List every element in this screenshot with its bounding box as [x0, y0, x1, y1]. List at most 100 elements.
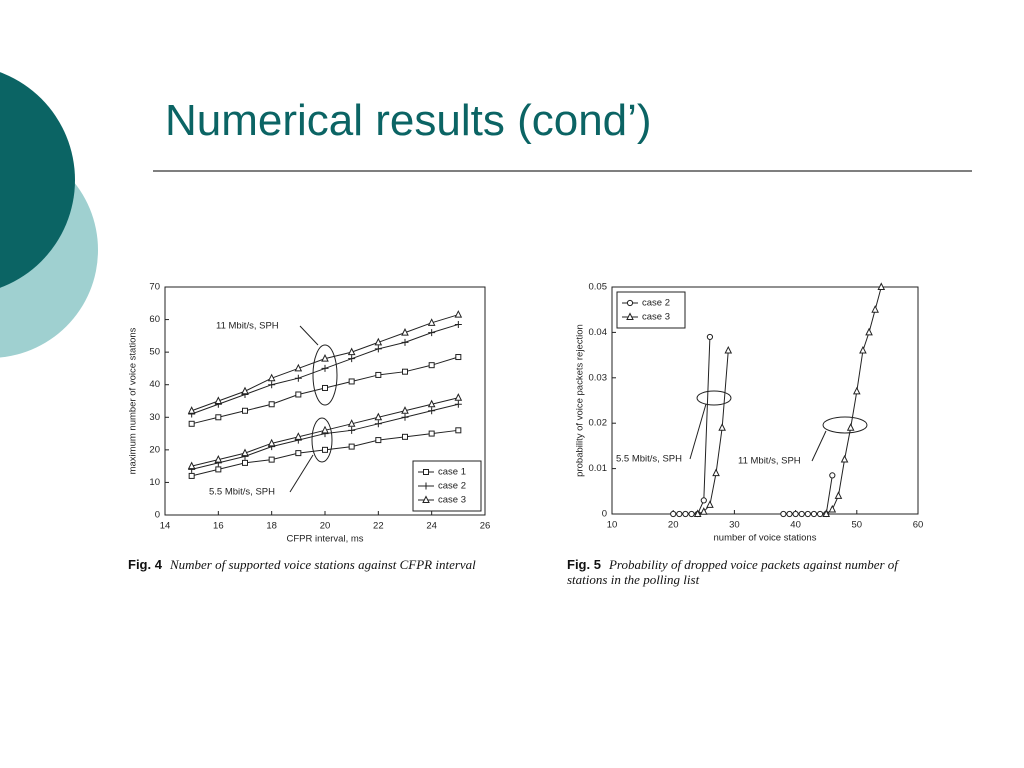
caption-label: Fig. 5: [567, 557, 601, 572]
x-axis-label: CFPR interval, ms: [286, 534, 363, 545]
data-point: [822, 509, 831, 517]
series-line: [673, 336, 711, 515]
data-point: [810, 510, 818, 518]
legend-label: case 2: [642, 298, 670, 309]
annotation: 5.5 Mbit/s, SPH: [209, 487, 275, 498]
data-point: [455, 354, 462, 361]
data-point: [428, 362, 435, 369]
data-point: [348, 443, 355, 450]
x-tick-label: 50: [852, 520, 863, 531]
data-point: [214, 455, 223, 463]
x-tick-label: 20: [668, 520, 679, 531]
data-point: [268, 381, 276, 389]
annotation-ellipse: [311, 417, 333, 463]
data-point: [375, 437, 382, 444]
x-tick-label: 26: [480, 521, 491, 532]
y-tick-label: 0.03: [589, 372, 608, 383]
data-point: [402, 368, 408, 375]
data-point: [846, 423, 855, 431]
data-point: [401, 406, 409, 414]
legend-marker: [423, 469, 429, 475]
annotation-leader: [299, 325, 319, 346]
y-tick-label: 40: [149, 379, 160, 390]
data-point: [321, 425, 329, 434]
data-point: [676, 510, 683, 518]
annotation-ellipse: [696, 390, 732, 406]
data-point: [267, 438, 276, 447]
data-point: [865, 327, 873, 336]
y-axis-label: probability of voice packets rejection: [575, 324, 586, 477]
y-tick-label: 30: [149, 412, 160, 423]
data-point: [348, 378, 355, 385]
data-point: [375, 371, 382, 378]
x-tick-label: 22: [373, 521, 384, 532]
y-tick-label: 0: [602, 509, 607, 520]
data-point: [374, 412, 383, 421]
plot-frame: [611, 286, 919, 515]
data-point: [427, 399, 436, 408]
x-tick-label: 10: [607, 520, 618, 531]
legend-marker: [422, 482, 430, 490]
data-point: [852, 386, 861, 395]
caption: Fig. 5 Probability of dropped voice packe…: [567, 557, 937, 587]
data-point: [187, 461, 196, 470]
annotation: 11 Mbit/s, SPH: [216, 321, 279, 332]
legend-label: case 3: [642, 312, 670, 323]
data-point: [242, 459, 248, 466]
data-point: [348, 355, 356, 363]
data-point: [712, 468, 720, 477]
data-point: [840, 454, 849, 463]
slide-title: Numerical results (cond’): [165, 96, 652, 145]
data-point: [374, 345, 382, 353]
data-point: [321, 354, 329, 362]
legend-box: [616, 291, 686, 329]
annotation-ellipse: [822, 416, 868, 434]
data-point: [242, 407, 248, 414]
data-point: [374, 420, 382, 428]
data-point: [688, 510, 695, 518]
x-axis-label: number of voice stations: [714, 533, 817, 544]
x-tick-label: 30: [729, 520, 740, 531]
data-point: [780, 510, 787, 518]
x-tick-label: 60: [913, 520, 924, 531]
data-point: [829, 472, 836, 479]
data-point: [786, 510, 793, 518]
annotation-leader: [811, 430, 827, 462]
y-tick-label: 0.05: [589, 282, 608, 293]
caption: Fig. 4 Number of supported voice stations…: [128, 557, 508, 572]
data-point: [428, 430, 435, 437]
data-point: [267, 373, 276, 382]
data-point: [347, 419, 356, 427]
series-line: [697, 350, 729, 515]
y-tick-label: 0.02: [589, 418, 608, 429]
caption-text: Probability of dropped voice packets aga…: [567, 557, 898, 587]
data-point: [455, 427, 462, 434]
data-point: [294, 374, 302, 382]
data-point: [215, 466, 222, 473]
x-tick-label: 20: [320, 521, 331, 532]
data-point: [454, 310, 463, 318]
data-point: [427, 318, 436, 326]
legend-label: case 2: [438, 481, 466, 492]
data-point: [828, 504, 837, 513]
annotation-leader: [689, 403, 707, 460]
y-tick-label: 0.01: [589, 463, 608, 474]
legend-label: case 1: [438, 467, 466, 478]
data-point: [798, 510, 805, 518]
caption-text: Number of supported voice stations again…: [169, 557, 476, 572]
data-point: [699, 507, 708, 515]
y-tick-label: 50: [149, 347, 160, 358]
series-line: [825, 286, 882, 515]
data-point: [188, 472, 195, 479]
decor-circle: [0, 72, 75, 288]
data-point: [321, 364, 329, 372]
x-tick-label: 14: [160, 521, 171, 532]
data-point: [693, 509, 702, 517]
data-point: [214, 396, 223, 404]
legend-marker: [626, 312, 634, 320]
data-point: [322, 446, 328, 453]
data-point: [295, 450, 302, 457]
data-point: [241, 448, 249, 457]
data-point: [294, 363, 303, 372]
data-point: [268, 401, 275, 408]
